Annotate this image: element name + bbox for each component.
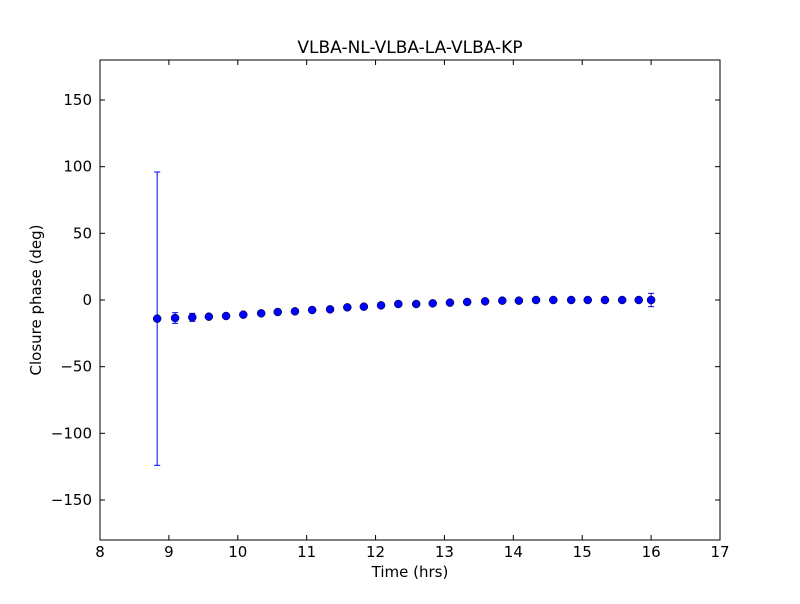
y-tick-label: −50 <box>60 358 92 376</box>
data-point <box>428 299 437 308</box>
data-point <box>239 310 248 319</box>
x-tick-label: 17 <box>710 543 729 561</box>
data-point <box>325 305 335 314</box>
x-tick-label: 12 <box>366 543 385 561</box>
plot-frame <box>99 59 721 541</box>
data-point <box>600 295 610 305</box>
x-tick-label: 16 <box>642 543 661 561</box>
data-point <box>273 307 282 317</box>
data-point <box>617 295 627 305</box>
data-point <box>221 311 231 321</box>
x-tick-label: 8 <box>95 543 105 561</box>
data-point <box>634 295 643 305</box>
data-point <box>188 313 197 322</box>
x-tick-label: 15 <box>573 543 592 561</box>
data-point <box>411 299 421 309</box>
data-point <box>531 295 541 305</box>
y-tick-label: −150 <box>51 491 92 509</box>
data-point <box>152 314 162 323</box>
y-tick-label: 50 <box>73 224 92 242</box>
data-point <box>394 299 403 309</box>
data-point <box>549 295 558 305</box>
data-point <box>583 295 592 305</box>
x-tick-label: 14 <box>504 543 523 561</box>
y-tick-label: 100 <box>63 158 92 176</box>
x-tick-label: 11 <box>297 543 316 561</box>
data-point <box>445 298 455 307</box>
data-point <box>646 295 656 305</box>
data-point <box>514 296 524 305</box>
y-tick-label: 150 <box>63 91 92 109</box>
data-point <box>170 313 180 323</box>
data-point <box>256 309 266 318</box>
data-point <box>462 297 472 307</box>
chart-title: VLBA-NL-VLBA-LA-VLBA-KP <box>297 38 522 58</box>
data-point <box>204 312 214 321</box>
data-point <box>498 296 507 305</box>
data-point <box>359 302 369 311</box>
data-point <box>307 305 317 315</box>
x-axis-label: Time (hrs) <box>371 563 449 581</box>
y-axis-label: Closure phase (deg) <box>27 225 45 376</box>
y-tick-label: −100 <box>51 424 92 442</box>
x-tick-label: 13 <box>435 543 454 561</box>
x-tick-label: 10 <box>228 543 247 561</box>
data-point <box>480 297 490 306</box>
x-tick-label: 9 <box>164 543 174 561</box>
y-tick-label: 0 <box>82 291 92 309</box>
data-point <box>566 295 576 305</box>
data-point <box>290 307 300 316</box>
data-point <box>343 303 352 312</box>
data-point <box>376 301 386 310</box>
